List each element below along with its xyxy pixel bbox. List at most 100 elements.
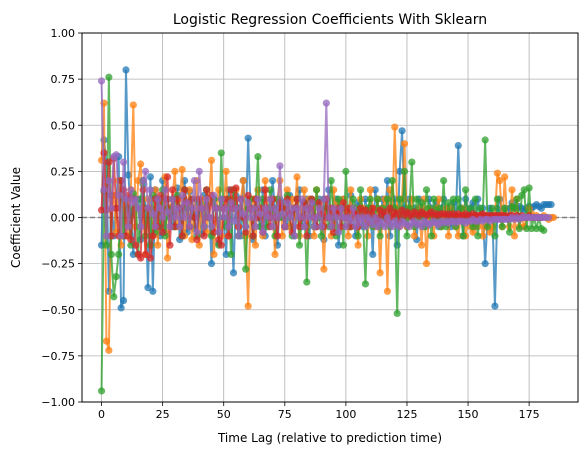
series-2-point — [410, 232, 418, 240]
series-5-point — [237, 195, 245, 203]
series-5-point — [137, 223, 145, 231]
y-tick-label: 0.50 — [51, 119, 76, 132]
series-3-point — [115, 250, 123, 258]
series-2-point — [244, 302, 252, 310]
series-3-point — [418, 199, 426, 207]
series-5-point — [342, 223, 350, 231]
series-5-point — [210, 191, 218, 199]
series-2-point — [222, 167, 230, 175]
series-5-point — [298, 195, 306, 203]
series-5-point — [244, 199, 252, 207]
series-5-point — [278, 210, 286, 218]
series-3-point — [356, 186, 365, 194]
series-5-point — [132, 195, 140, 203]
series-2-point — [163, 254, 172, 262]
series-5-point — [200, 223, 208, 231]
series-3-point — [339, 241, 348, 249]
series-5-point — [134, 204, 142, 212]
series-3-point — [515, 224, 523, 233]
chart-title: Logistic Regression Coefficients With Sk… — [173, 12, 487, 28]
series-3-point — [422, 186, 431, 194]
series-5-point — [290, 232, 299, 240]
y-tick-label: 0.00 — [51, 212, 76, 225]
series-1-point — [491, 302, 499, 310]
series-5-point — [161, 186, 169, 194]
series-3-point — [334, 195, 343, 203]
series-5-point — [418, 223, 426, 231]
series-2-point — [501, 173, 509, 181]
series-2-point — [251, 241, 260, 249]
x-tick-label: 100 — [335, 408, 356, 421]
series-5-point — [203, 195, 211, 203]
series-4-point — [149, 232, 157, 240]
series-4-point — [261, 186, 269, 194]
series-5-point — [207, 223, 216, 231]
series-5-point — [115, 191, 123, 199]
y-tick-label: −0.50 — [41, 304, 75, 317]
series-3-point — [540, 226, 548, 235]
series-2-point — [102, 337, 111, 345]
series-5-point — [303, 204, 311, 212]
series-5-point — [102, 232, 111, 240]
series-5-point — [254, 195, 262, 203]
series-1-point — [369, 250, 377, 258]
series-3-point — [254, 153, 262, 161]
series-4-point — [193, 236, 201, 244]
series-5-point — [149, 210, 157, 218]
series-5-point — [381, 223, 389, 231]
series-5-point — [383, 213, 392, 222]
series-5-point — [205, 213, 213, 222]
series-5-point — [215, 228, 223, 236]
series-5-point — [281, 223, 289, 231]
series-5-point — [112, 151, 120, 159]
series-3-point — [107, 250, 115, 258]
series-5-point — [312, 213, 321, 222]
series-3-point — [396, 195, 404, 203]
series-2-point — [154, 241, 162, 249]
series-5-point — [107, 204, 115, 212]
series-3-point — [513, 195, 521, 203]
series-5-point — [168, 195, 176, 203]
series-4-point — [273, 232, 282, 240]
series-group — [97, 66, 558, 395]
series-2-point — [239, 177, 247, 185]
series-2-point — [508, 186, 516, 194]
series-5-point — [217, 195, 225, 203]
series-5-point — [268, 223, 277, 231]
series-1-point — [122, 66, 130, 74]
series-5-point — [374, 223, 382, 231]
series-4-point — [166, 241, 174, 249]
series-4-point — [225, 232, 233, 240]
series-5-point — [322, 99, 330, 107]
series-3-point — [361, 280, 370, 288]
y-tick-label: 0.25 — [51, 165, 76, 178]
series-5-point — [325, 213, 333, 222]
series-5-point — [122, 195, 130, 203]
series-5-point — [119, 158, 128, 166]
series-5-point — [396, 223, 404, 231]
x-tick-label: 50 — [217, 408, 231, 421]
series-2-point — [210, 250, 218, 258]
series-2-point — [510, 232, 519, 240]
x-tick-label: 175 — [519, 408, 540, 421]
series-3-point — [505, 228, 514, 236]
series-3-point — [242, 265, 250, 273]
series-1-point — [117, 304, 125, 312]
series-5-point — [225, 223, 233, 231]
series-3-point — [491, 232, 499, 240]
series-5-point — [327, 223, 335, 231]
series-3-point — [312, 186, 321, 194]
series-5 — [97, 77, 553, 240]
series-3-point — [518, 191, 526, 199]
series-2-point — [354, 241, 362, 249]
series-5-point — [286, 213, 294, 222]
series-5-point — [178, 191, 186, 199]
series-5-point — [227, 199, 235, 207]
series-3-point — [403, 232, 411, 240]
series-5-point — [317, 223, 326, 231]
series-2-point — [444, 232, 453, 240]
series-2-point — [418, 241, 426, 249]
series-5-point — [337, 204, 345, 212]
series-1-point — [124, 171, 133, 179]
